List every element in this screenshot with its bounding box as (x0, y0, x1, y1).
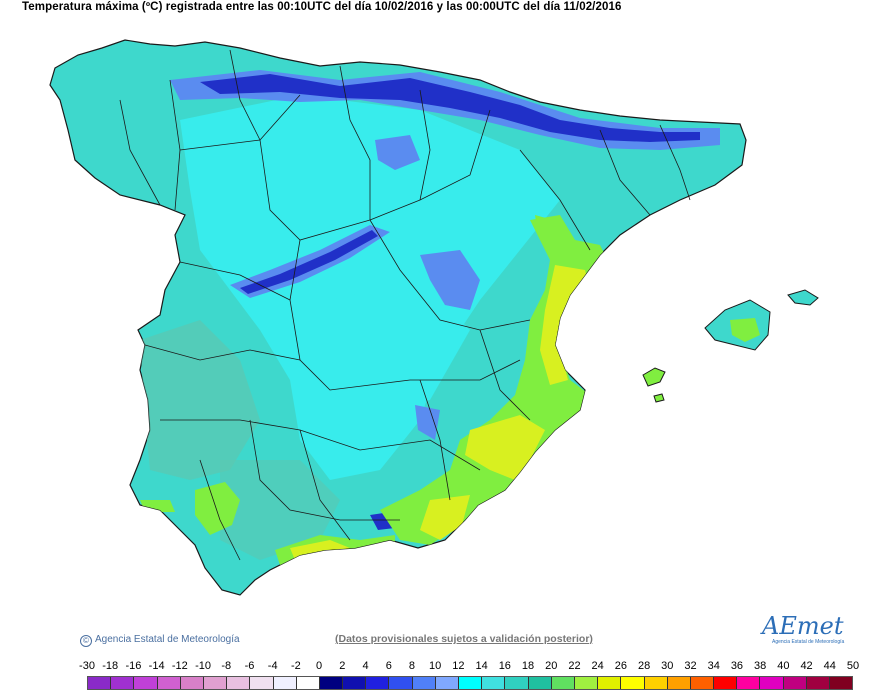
legend-label: -8 (221, 660, 232, 672)
legend-swatch (621, 677, 645, 689)
legend-swatch (343, 677, 367, 689)
copyright-icon: © (80, 635, 92, 647)
legend-label: 4 (362, 660, 369, 672)
legend-swatch (598, 677, 622, 689)
legend-label: -16 (125, 660, 142, 672)
color-scale-legend (87, 676, 853, 690)
legend-label: 22 (568, 660, 581, 672)
legend-label: 14 (475, 660, 488, 672)
legend-swatch (203, 677, 228, 689)
legend-swatch (88, 677, 112, 689)
legend-swatch (157, 677, 181, 689)
legend-label: -2 (291, 660, 301, 672)
legend-label: 30 (661, 660, 674, 672)
legend-label: 8 (408, 660, 416, 672)
region-borders (119, 49, 691, 561)
temperature-shading (140, 70, 720, 565)
legend-label: 42 (800, 660, 813, 672)
legend-label: 20 (545, 660, 558, 672)
legend-swatch (505, 677, 529, 689)
provisional-data-note: (Datos provisionales sujetos a validació… (335, 633, 593, 645)
legend-swatch (830, 677, 853, 689)
legend-label: 0 (316, 660, 323, 672)
legend-swatch (412, 677, 436, 689)
legend-swatch (690, 677, 715, 689)
legend-label: 6 (385, 660, 392, 672)
legend-swatch (528, 677, 552, 689)
legend-label: 24 (591, 660, 604, 672)
legend-swatch (482, 677, 506, 689)
legend-labels: -30 -18 -16 -14 -12 -10 -8 -6 -4 -2 0 2 4 6 8 10 12 14 16 1… (75, 660, 865, 674)
menorca-island (787, 289, 819, 306)
legend-swatch (760, 677, 784, 689)
legend-label: 50 (846, 660, 860, 672)
legend-swatch (111, 677, 135, 689)
legend-swatch (806, 677, 830, 689)
legend-label: 10 (429, 660, 442, 672)
legend-swatch (551, 677, 575, 689)
legend-swatch (273, 677, 297, 689)
legend-label: -18 (102, 660, 119, 672)
aemet-logo: AEmet Agencia Estatal de Meteorología (762, 612, 844, 648)
legend-swatch (389, 677, 413, 689)
ibiza-island (642, 367, 666, 387)
legend-label: -6 (244, 660, 255, 672)
legend-swatch (737, 677, 761, 689)
legend-swatch (574, 677, 599, 689)
legend-label: 16 (498, 660, 511, 672)
legend-label: -10 (195, 660, 211, 672)
legend-swatch (714, 677, 738, 689)
legend-swatch (319, 677, 344, 689)
legend-swatch (435, 677, 459, 689)
aemet-logo-subtitle: Agencia Estatal de Meteorología (772, 639, 845, 645)
credit-text: Agencia Estatal de Meteorología (95, 634, 240, 645)
legend-label: 18 (521, 660, 535, 672)
formentera-island (653, 393, 665, 403)
legend-label: 44 (823, 660, 836, 672)
legend-label: -14 (148, 660, 165, 672)
legend-swatch (250, 677, 274, 689)
legend-swatch (296, 677, 320, 689)
legend-swatch (227, 677, 251, 689)
legend-label: 40 (777, 660, 790, 672)
mallorca-warm-zone (730, 318, 760, 342)
legend-label: -4 (267, 660, 278, 672)
legend-label: 32 (684, 660, 697, 672)
aemet-logo-text: AEmet (762, 612, 844, 640)
legend-label: 34 (707, 660, 720, 672)
legend-label: 12 (452, 660, 465, 672)
legend-swatch (783, 677, 807, 689)
legend-swatch (180, 677, 204, 689)
legend-swatch (667, 677, 691, 689)
aemet-credit: © Agencia Estatal de Meteorología (80, 634, 240, 647)
legend-label: 2 (339, 660, 346, 672)
legend-swatch (644, 677, 668, 689)
legend-label: 26 (614, 660, 627, 672)
legend-label: 38 (754, 660, 767, 672)
legend-label: 28 (637, 660, 651, 672)
legend-label: 36 (730, 660, 744, 672)
legend-label: -30 (79, 660, 95, 672)
legend-label: -12 (171, 660, 188, 672)
map-title: Temperatura máxima (ºC) registrada entre… (22, 1, 622, 13)
legend-swatch (459, 677, 483, 689)
legend-swatch (134, 677, 158, 689)
legend-swatch (366, 677, 390, 689)
